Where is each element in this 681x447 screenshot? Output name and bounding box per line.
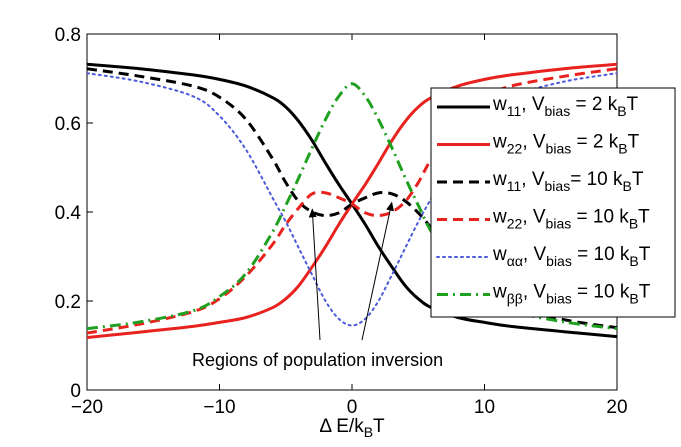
y-tick-label: 0.8 bbox=[55, 25, 81, 46]
x-tick-label: 0 bbox=[347, 397, 358, 418]
legend-entry: w11, Vbias = 2 kBT bbox=[437, 94, 639, 119]
annotation-arrow bbox=[361, 201, 394, 341]
legend-label: w22, Vbias = 2 kBT bbox=[492, 132, 640, 157]
legend-label: w22, Vbias = 10 kBT bbox=[492, 207, 650, 232]
legend-label: w11, Vbias= 10 kBT bbox=[492, 169, 644, 194]
x-axis-label: Δ E/kBT bbox=[319, 416, 385, 440]
legend-entry: wββ, Vbias = 10 kBT bbox=[437, 282, 651, 307]
legend: w11, Vbias = 2 kBT w22, Vbias = 2 kBT w11,… bbox=[430, 87, 676, 318]
y-tick-label: 0.4 bbox=[55, 203, 82, 224]
annotation-arrow bbox=[308, 208, 321, 341]
annotation-text: Regions of population inversion bbox=[192, 350, 443, 370]
legend-entry: w22, Vbias = 2 kBT bbox=[437, 132, 640, 157]
x-tick-label: 20 bbox=[606, 397, 627, 418]
legend-entry: w11, Vbias= 10 kBT bbox=[437, 169, 644, 194]
y-tick-label: 0.6 bbox=[55, 114, 81, 135]
y-tick-label: 0 bbox=[70, 381, 81, 402]
legend-entry: w22, Vbias = 10 kBT bbox=[437, 207, 650, 232]
y-tick-label: 0.2 bbox=[55, 292, 81, 313]
legend-box bbox=[430, 87, 676, 318]
legend-label: wαα, Vbias = 10 kBT bbox=[492, 244, 651, 269]
legend-label: wββ, Vbias = 10 kBT bbox=[492, 282, 651, 307]
x-tick-label: −20 bbox=[71, 397, 103, 418]
legend-entry: wαα, Vbias = 10 kBT bbox=[436, 244, 651, 269]
legend-label: w11, Vbias = 2 kBT bbox=[492, 94, 639, 119]
series-line-4 bbox=[87, 67, 617, 335]
x-tick-label: 10 bbox=[474, 397, 495, 418]
x-tick-label: −10 bbox=[203, 397, 235, 418]
